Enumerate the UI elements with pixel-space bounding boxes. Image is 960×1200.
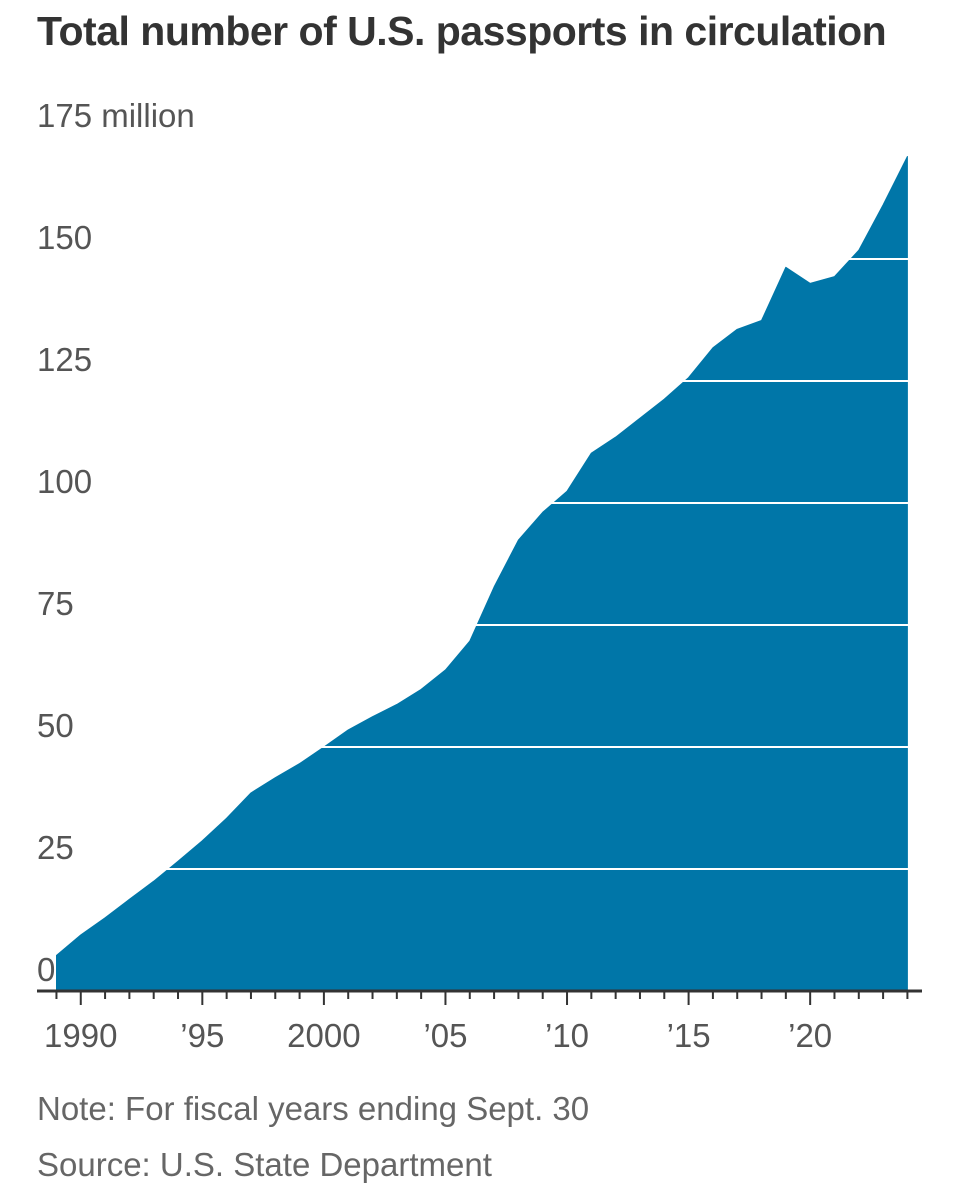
gridlines-overlay <box>37 136 922 870</box>
x-tick-label-2020: ’20 <box>788 1017 832 1054</box>
x-tick-label-2015: ’15 <box>667 1017 711 1054</box>
x-tick-label-2005: ’05 <box>423 1017 467 1054</box>
x-tick-label-1990: 1990 <box>44 1017 117 1054</box>
x-tick-label-2000: 2000 <box>287 1017 360 1054</box>
x-axis: 1990 ’95 2000 ’05 ’10 ’15 ’20 <box>37 989 922 1054</box>
y-tick-label-150: 150 <box>37 219 92 256</box>
y-tick-label-75: 75 <box>37 585 74 622</box>
y-tick-label-125: 125 <box>37 341 92 378</box>
x-tick-label-2010: ’10 <box>545 1017 589 1054</box>
chart-source: Source: U.S. State Department <box>37 1146 492 1183</box>
x-tick-label-1995: ’95 <box>180 1017 224 1054</box>
area-fill <box>56 156 908 992</box>
area-series <box>56 156 908 992</box>
chart-title: Total number of U.S. passports in circul… <box>37 8 887 54</box>
y-axis-labels: 0 25 50 75 100 125 150 175 million <box>37 97 195 988</box>
area-chart: 0 25 50 75 100 125 150 175 million 1990 ’95 2000 ’… <box>37 97 922 1054</box>
y-tick-label-50: 50 <box>37 707 74 744</box>
y-tick-label-0: 0 <box>37 951 55 988</box>
y-tick-label-100: 100 <box>37 463 92 500</box>
y-tick-label-25: 25 <box>37 829 74 866</box>
chart-note: Note: For fiscal years ending Sept. 30 <box>37 1090 590 1127</box>
y-tick-label-175: 175 million <box>37 97 195 134</box>
